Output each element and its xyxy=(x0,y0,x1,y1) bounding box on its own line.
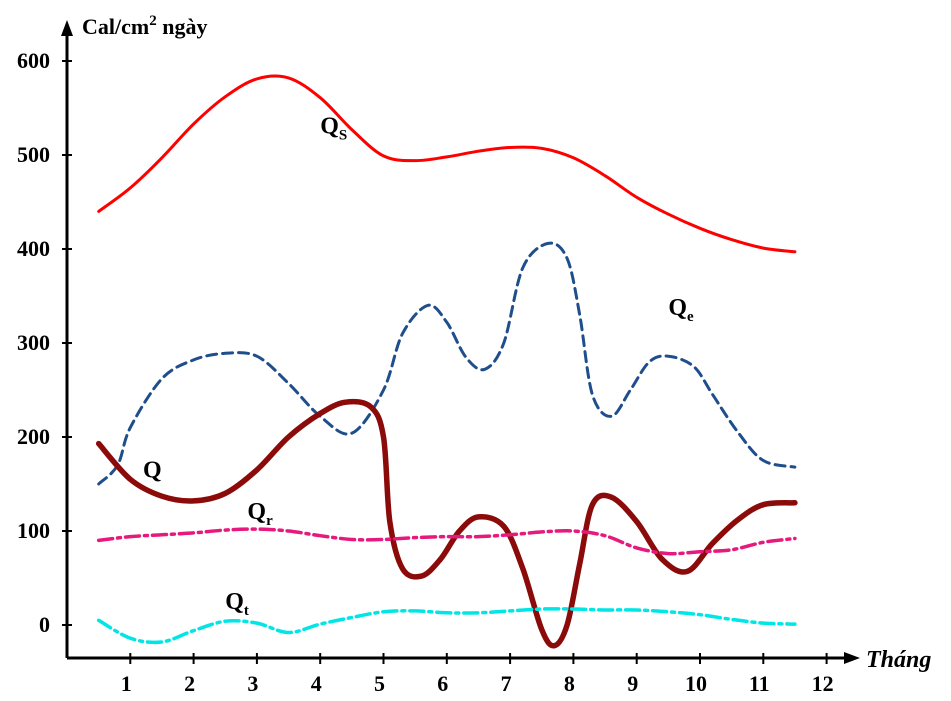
x-ticks: 1 2 3 4 5 6 7 8 9 10 11 12 xyxy=(121,653,834,696)
label-qs-main: Q xyxy=(320,113,339,139)
y-tick-label: 0 xyxy=(39,612,50,637)
label-qs: QS xyxy=(320,113,347,143)
x-axis-arrow xyxy=(844,652,860,664)
series-q-line xyxy=(95,398,798,649)
series-lines xyxy=(95,74,798,649)
label-qr-main: Q xyxy=(247,499,266,525)
series-qr-line xyxy=(96,527,797,556)
x-tick-label: 3 xyxy=(247,671,258,696)
x-tick-label: 6 xyxy=(437,671,448,696)
y-axis-arrow xyxy=(61,20,73,36)
x-tick-label: 9 xyxy=(627,671,638,696)
y-tick-label: 500 xyxy=(17,142,50,167)
axes xyxy=(61,20,860,664)
y-tick-label: 100 xyxy=(17,518,50,543)
label-q: Q xyxy=(143,457,162,483)
label-qr-sub: r xyxy=(266,513,273,529)
label-qe: Qe xyxy=(668,295,694,325)
x-tick-label: 1 xyxy=(121,671,132,696)
y-axis-title-main: Cal/cm xyxy=(82,14,149,39)
x-tick-label: 5 xyxy=(374,671,385,696)
y-tick-label: 400 xyxy=(17,236,50,261)
label-qe-sub: e xyxy=(687,309,694,325)
series-qe-line xyxy=(97,241,797,486)
x-tick-label: 12 xyxy=(812,671,834,696)
series-qt-line xyxy=(96,607,797,645)
label-qs-sub: S xyxy=(339,127,347,143)
x-tick-label: 2 xyxy=(184,671,195,696)
y-tick-label: 300 xyxy=(17,330,50,355)
y-tick-label: 200 xyxy=(17,424,50,449)
label-qr: Qr xyxy=(247,499,273,529)
y-tick-label: 600 xyxy=(17,48,50,73)
x-tick-label: 10 xyxy=(685,671,707,696)
x-tick-label: 4 xyxy=(311,671,322,696)
label-qe-main: Q xyxy=(668,295,687,321)
y-axis-title: Cal/cm2 ngày xyxy=(82,13,207,39)
y-axis-title-sup: 2 xyxy=(149,13,157,29)
label-qt: Qt xyxy=(225,589,249,619)
series-qs-line xyxy=(97,74,797,254)
y-ticks: 0 100 200 300 400 500 600 xyxy=(17,48,72,637)
label-qt-sub: t xyxy=(244,603,249,619)
x-tick-label: 8 xyxy=(564,671,575,696)
y-axis-title-suffix: ngày xyxy=(157,14,208,39)
x-tick-label: 7 xyxy=(501,671,512,696)
label-qt-main: Q xyxy=(225,589,244,615)
x-axis-title: Tháng xyxy=(866,647,931,673)
x-tick-label: 11 xyxy=(749,671,770,696)
label-q-main: Q xyxy=(143,457,162,483)
